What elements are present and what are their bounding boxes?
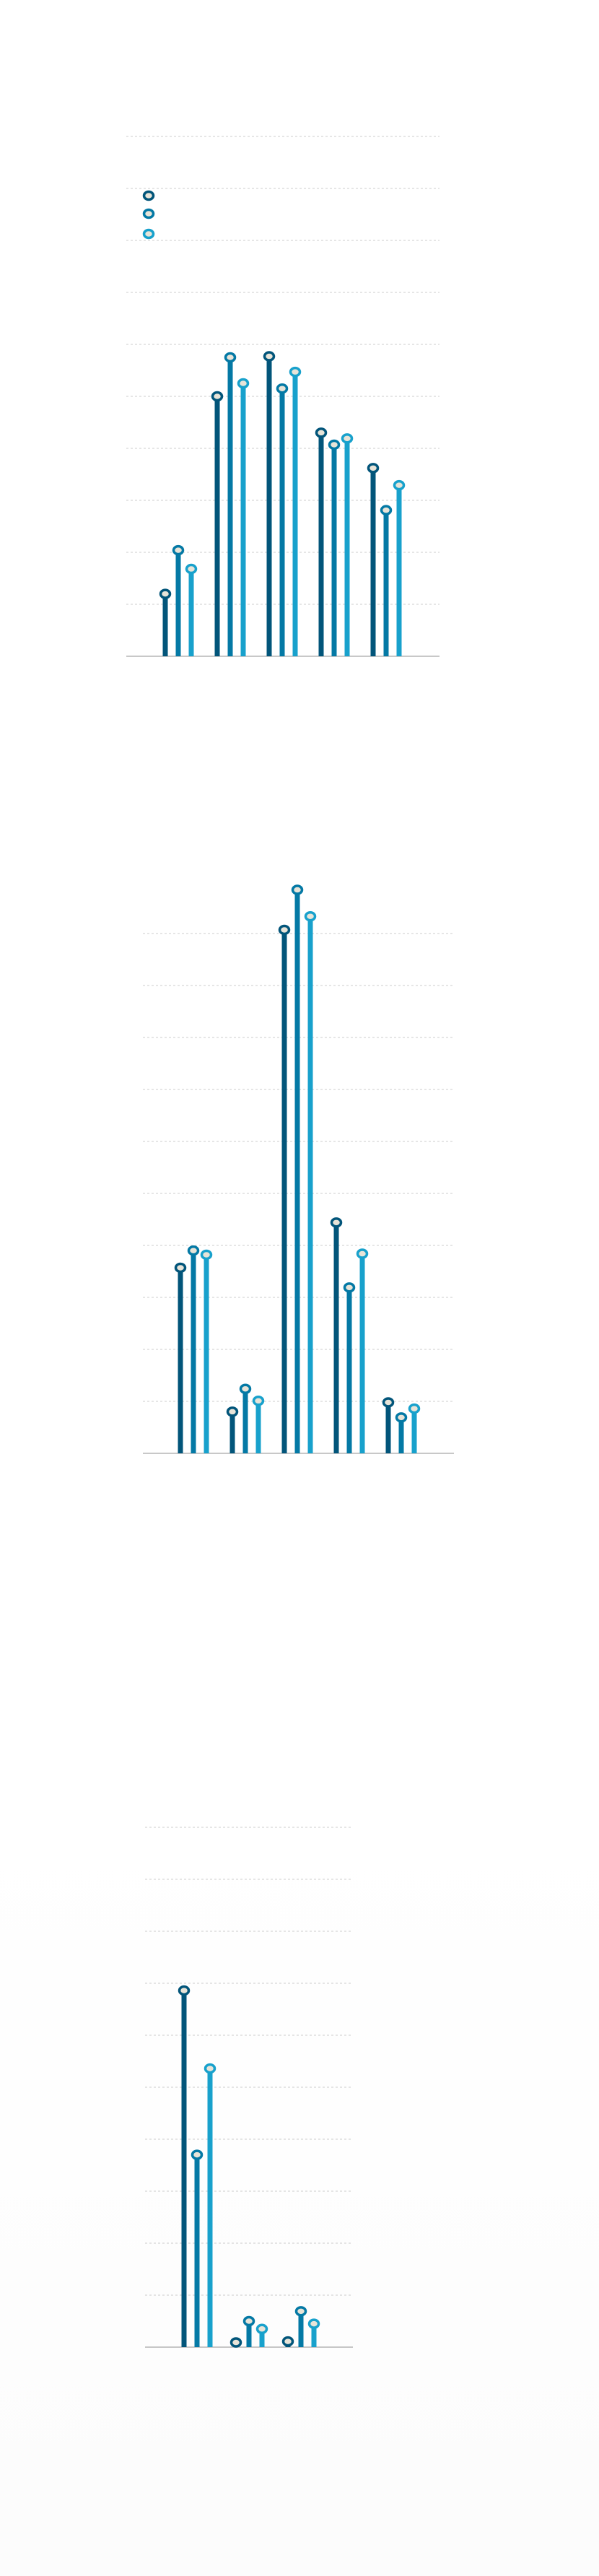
chart-2: [143, 884, 454, 1454]
point-marker-series-1-group-3: [278, 924, 291, 936]
chart-1: [126, 136, 440, 657]
point-marker-series-2-group-2: [224, 352, 237, 363]
point-marker-series-1-group-5: [382, 1397, 395, 1408]
point-marker-series-2-group-1: [191, 2149, 204, 2160]
point-marker-series-3-group-4: [341, 433, 354, 444]
point-marker-series-2-group-4: [328, 439, 341, 451]
point-marker-series-1-group-4: [330, 1217, 343, 1228]
point-marker-series-3-group-2: [237, 378, 250, 389]
point-marker-series-2-group-3: [291, 884, 304, 895]
point-marker-series-1-group-2: [211, 391, 224, 402]
point-marker-series-3-group-3: [289, 366, 302, 378]
chart-3: [145, 1827, 353, 2348]
point-marker-series-3-group-5: [393, 479, 406, 491]
point-marker-series-1-group-3: [281, 2336, 294, 2347]
point-marker-series-2-group-2: [239, 1383, 252, 1394]
point-marker-series-3-group-1: [185, 563, 198, 575]
legend-marker-series-2: [142, 208, 155, 219]
point-marker-series-3-group-1: [204, 2063, 217, 2074]
point-marker-series-1-group-1: [178, 1985, 191, 1996]
point-marker-series-1-group-2: [229, 2337, 242, 2348]
point-marker-series-2-group-5: [380, 505, 393, 515]
point-marker-series-3-group-3: [307, 2318, 320, 2329]
point-marker-series-2-group-1: [187, 1245, 200, 1256]
point-marker-series-3-group-4: [356, 1248, 369, 1259]
point-marker-series-2-group-4: [343, 1282, 356, 1293]
legend: [142, 190, 155, 240]
point-marker-series-3-group-3: [304, 910, 317, 922]
legend-marker-series-3: [142, 228, 155, 240]
point-marker-series-3-group-2: [252, 1396, 265, 1406]
point-marker-series-2-group-1: [172, 544, 185, 556]
point-marker-series-1-group-5: [367, 463, 380, 474]
point-marker-series-2-group-3: [294, 2306, 307, 2317]
point-marker-series-1-group-1: [159, 588, 172, 599]
point-marker-series-2-group-2: [242, 2315, 255, 2327]
point-marker-series-1-group-4: [315, 427, 328, 438]
point-marker-series-1-group-1: [174, 1262, 187, 1274]
point-marker-series-1-group-3: [263, 351, 276, 362]
point-marker-series-2-group-5: [395, 1412, 408, 1423]
point-marker-series-2-group-3: [276, 383, 289, 394]
point-marker-series-3-group-5: [408, 1403, 421, 1414]
point-marker-series-3-group-2: [255, 2323, 268, 2335]
point-marker-series-1-group-2: [226, 1406, 239, 1417]
point-marker-series-3-group-1: [200, 1249, 213, 1261]
legend-marker-series-1: [142, 190, 155, 201]
